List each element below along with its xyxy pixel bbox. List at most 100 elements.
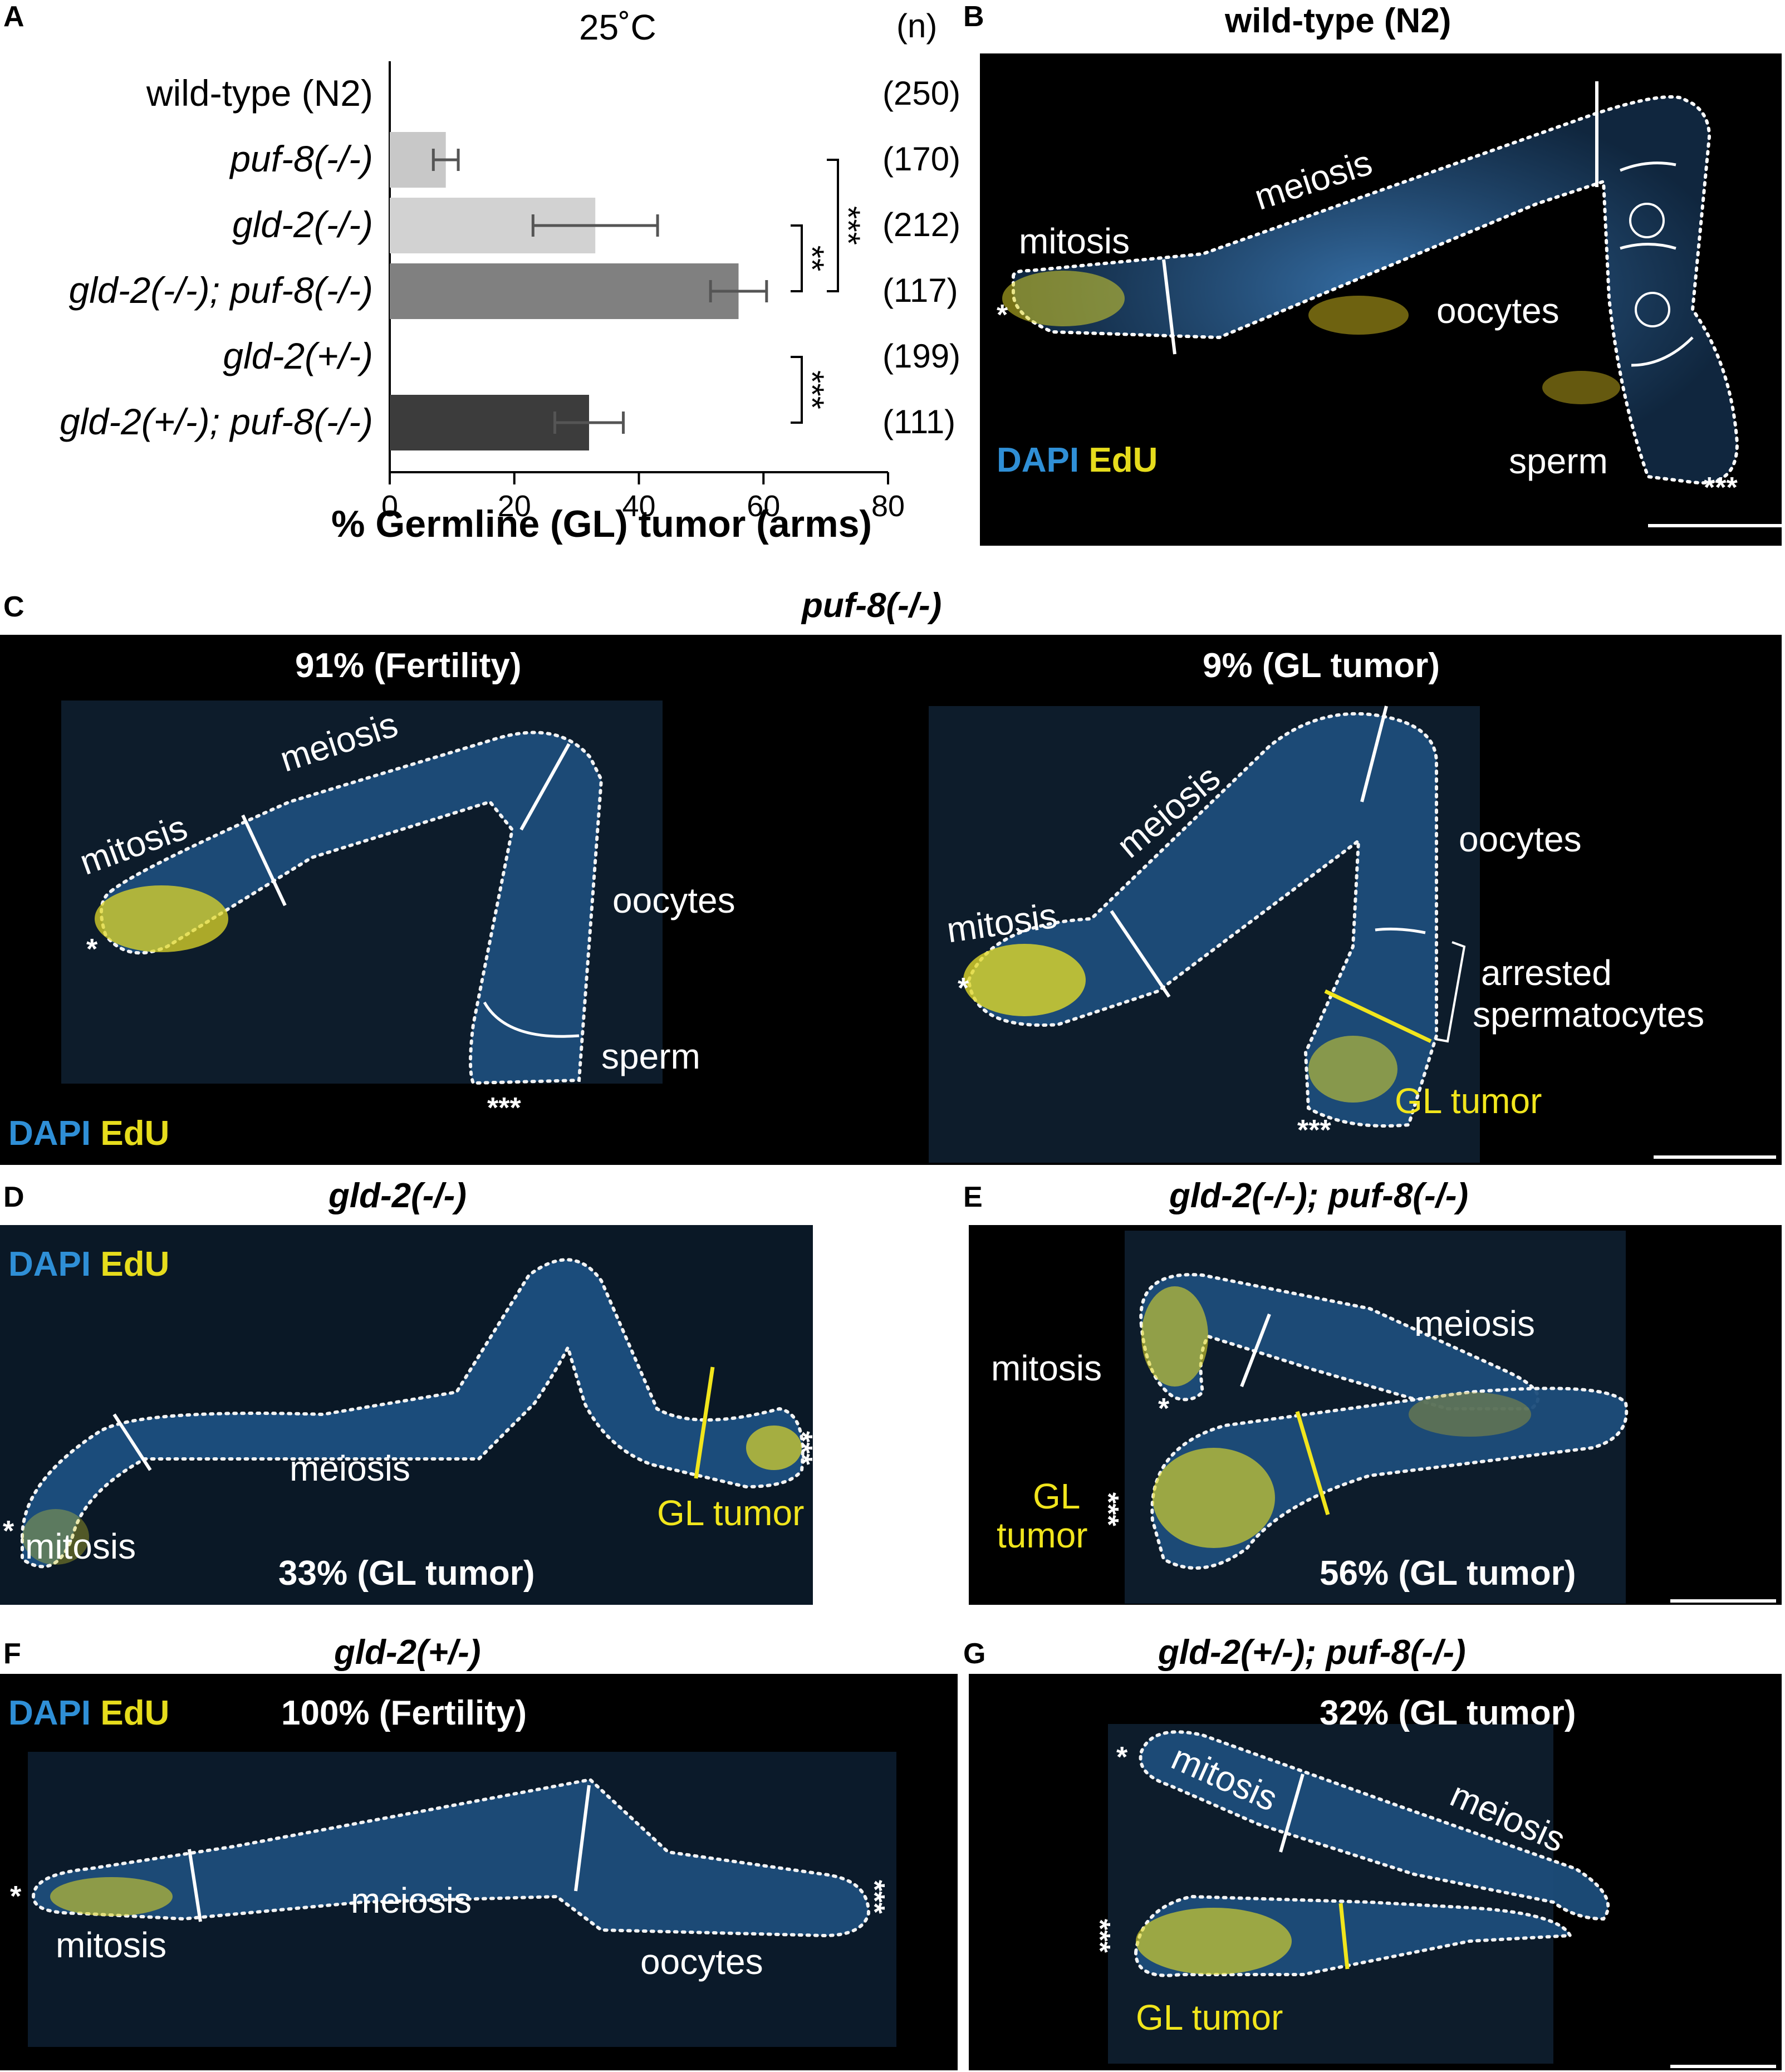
panel-d-gonad-drawing bbox=[0, 1225, 813, 1605]
panel-d-edu-signal-tumor bbox=[746, 1426, 802, 1470]
panel-c-right-label-oocytes: oocytes bbox=[1459, 819, 1582, 859]
panel-e-label-tumor: tumor bbox=[997, 1515, 1088, 1555]
panel-d-micrograph: DAPI EdU meiosis mitosis GL tumor 33% (G… bbox=[0, 1225, 813, 1605]
panel-d-mitosis-boundary bbox=[112, 1413, 152, 1471]
dapi-label: DAPI bbox=[997, 441, 1080, 479]
panel-letter-g: G bbox=[963, 1638, 986, 1670]
chart-title: 25˚C bbox=[579, 7, 656, 47]
x-tick-label: 20 bbox=[497, 489, 531, 523]
edu-label: EdU bbox=[100, 1694, 170, 1732]
panel-e-label-meiosis: meiosis bbox=[1414, 1304, 1535, 1344]
panel-c-left-oocyte-boundary bbox=[519, 743, 571, 831]
significance-bracket bbox=[791, 356, 803, 424]
panel-c-title: puf-8(-/-) bbox=[802, 586, 942, 625]
panel-b-oocyte-line-1 bbox=[1620, 161, 1676, 172]
panel-e-label-gl: GL bbox=[1033, 1476, 1081, 1516]
panel-e-edu-signal-upper bbox=[1141, 1286, 1208, 1387]
panel-e-edu-signal-lower bbox=[1153, 1448, 1275, 1548]
panel-e-upper-gonad-outline bbox=[1139, 1273, 1540, 1410]
panel-c-right-oocyte-boundary bbox=[1360, 706, 1388, 802]
panel-c-right-distal-mark: * bbox=[958, 972, 969, 1005]
x-axis-label: % Germline (GL) tumor (arms) bbox=[331, 503, 872, 545]
sample-size-label: (170) bbox=[882, 140, 961, 178]
panel-c-left-proximal-mark: *** bbox=[487, 1092, 521, 1124]
category-label: gld-2(+/-) bbox=[223, 335, 373, 376]
n-header: (n) bbox=[896, 7, 938, 45]
panel-d-label-gl-tumor: GL tumor bbox=[657, 1493, 805, 1533]
category-label: gld-2(+/-); puf-8(-/-) bbox=[60, 401, 373, 442]
x-tick-label: 0 bbox=[381, 489, 399, 523]
panel-g-scale-bar bbox=[1670, 2065, 1776, 2068]
panel-f-micrograph: DAPI EdU 100% (Fertility) mitosis meiosi… bbox=[0, 1674, 958, 2070]
panel-c-right-arrested-bracket bbox=[1435, 941, 1466, 1043]
panel-f-gonad-drawing bbox=[28, 1752, 896, 2047]
panel-b-mitosis-boundary bbox=[1162, 259, 1176, 355]
dapi-label: DAPI bbox=[8, 1245, 91, 1284]
significance-bracket bbox=[827, 159, 839, 292]
panel-b-label-oocytes: oocytes bbox=[1436, 291, 1560, 331]
panel-c-left-label-sperm: sperm bbox=[601, 1036, 700, 1076]
panel-f-proximal-mark: *** bbox=[858, 1880, 890, 1914]
panel-e-title: gld-2(-/-); puf-8(-/-) bbox=[1169, 1177, 1469, 1215]
panel-letter-f: F bbox=[3, 1638, 21, 1670]
panel-letter-d: D bbox=[3, 1181, 24, 1213]
panel-c-right-label-gl-tumor: GL tumor bbox=[1395, 1081, 1542, 1121]
panel-e-tumor-boundary bbox=[1295, 1411, 1330, 1515]
panel-g-micrograph: 32% (GL tumor) mitosis meiosis GL tumor … bbox=[969, 1674, 1782, 2070]
panel-c-right-mitosis-boundary bbox=[1110, 910, 1171, 998]
panel-d-label-mitosis: mitosis bbox=[25, 1526, 136, 1566]
panel-letter-b: B bbox=[963, 1, 984, 33]
panel-e-edu-signal-sheath bbox=[1409, 1392, 1531, 1437]
panel-f-stain-legend: DAPI EdU bbox=[8, 1693, 169, 1733]
panel-f-oocyte-boundary bbox=[574, 1785, 591, 1892]
category-label: puf-8(-/-) bbox=[230, 138, 373, 179]
panel-g-gonad-drawing bbox=[1108, 1724, 1610, 2064]
panel-e-scale-bar bbox=[1670, 1599, 1776, 1603]
panel-c-left-edu-signal bbox=[95, 885, 228, 952]
panel-c-scale-bar bbox=[1654, 1155, 1776, 1159]
panel-c-stain-legend: DAPI EdU bbox=[8, 1114, 169, 1153]
panel-c-left-label-oocytes: oocytes bbox=[612, 880, 735, 920]
panel-c-right-edu-signal bbox=[963, 944, 1086, 1016]
panel-b-edu-signal-background bbox=[1308, 296, 1409, 335]
sample-size-label: (250) bbox=[882, 75, 961, 112]
x-tick-label: 40 bbox=[622, 489, 656, 523]
panel-f-distal-mark: * bbox=[10, 1880, 22, 1913]
panel-b-gonad-outline bbox=[1012, 95, 1739, 485]
panel-g-distal-mark: * bbox=[1116, 1741, 1128, 1774]
sample-size-label: (111) bbox=[882, 403, 956, 440]
panel-c-right-gonad-outline bbox=[967, 712, 1438, 1128]
dapi-label: DAPI bbox=[8, 1114, 91, 1153]
panel-e-caption: 56% (GL tumor) bbox=[1320, 1554, 1576, 1593]
panel-g-upper-gonad-outline bbox=[1139, 1730, 1610, 1921]
panel-f-title: gld-2(+/-) bbox=[334, 1633, 481, 1672]
panel-e-proximal-mark: *** bbox=[1092, 1492, 1124, 1526]
panel-b-micrograph: mitosis meiosis oocytes sperm * *** DAPI… bbox=[980, 53, 1782, 546]
edu-label: EdU bbox=[100, 1245, 170, 1284]
panel-d-tumor-boundary bbox=[694, 1366, 715, 1479]
panel-c-right-caption: 9% (GL tumor) bbox=[1203, 646, 1440, 685]
category-label: gld-2(-/-) bbox=[232, 204, 373, 245]
panel-e-gonad-drawing bbox=[1125, 1231, 1629, 1604]
panel-f-label-meiosis: meiosis bbox=[351, 1880, 472, 1921]
sample-size-label: (212) bbox=[882, 206, 961, 243]
panel-f-label-oocytes: oocytes bbox=[640, 1942, 763, 1982]
panel-b-sperm-line bbox=[1631, 336, 1694, 367]
significance-bracket bbox=[791, 224, 803, 292]
panel-b-distal-mark: * bbox=[997, 299, 1008, 331]
panel-g-title: gld-2(+/-); puf-8(-/-) bbox=[1158, 1633, 1466, 1672]
panel-letter-a: A bbox=[3, 1, 24, 33]
panel-e-micrograph: mitosis meiosis GL tumor * *** 56% (GL t… bbox=[969, 1225, 1782, 1605]
panel-c-left-caption: 91% (Fertility) bbox=[295, 646, 522, 685]
category-label: wild-type (N2) bbox=[146, 72, 373, 114]
panel-g-proximal-mark: *** bbox=[1083, 1919, 1116, 1953]
panel-c-right-tumor-edu-signal bbox=[1308, 1036, 1397, 1103]
panel-b-label-mitosis: mitosis bbox=[1019, 221, 1130, 261]
panel-b-proximal-mark: *** bbox=[1704, 472, 1738, 504]
panel-letter-c: C bbox=[3, 591, 24, 623]
bar bbox=[390, 263, 739, 319]
sample-size-label: (117) bbox=[882, 272, 958, 309]
panel-e-distal-mark: * bbox=[1158, 1393, 1170, 1425]
panel-f-caption: 100% (Fertility) bbox=[281, 1694, 527, 1732]
panel-d-title: gld-2(-/-) bbox=[328, 1177, 467, 1215]
